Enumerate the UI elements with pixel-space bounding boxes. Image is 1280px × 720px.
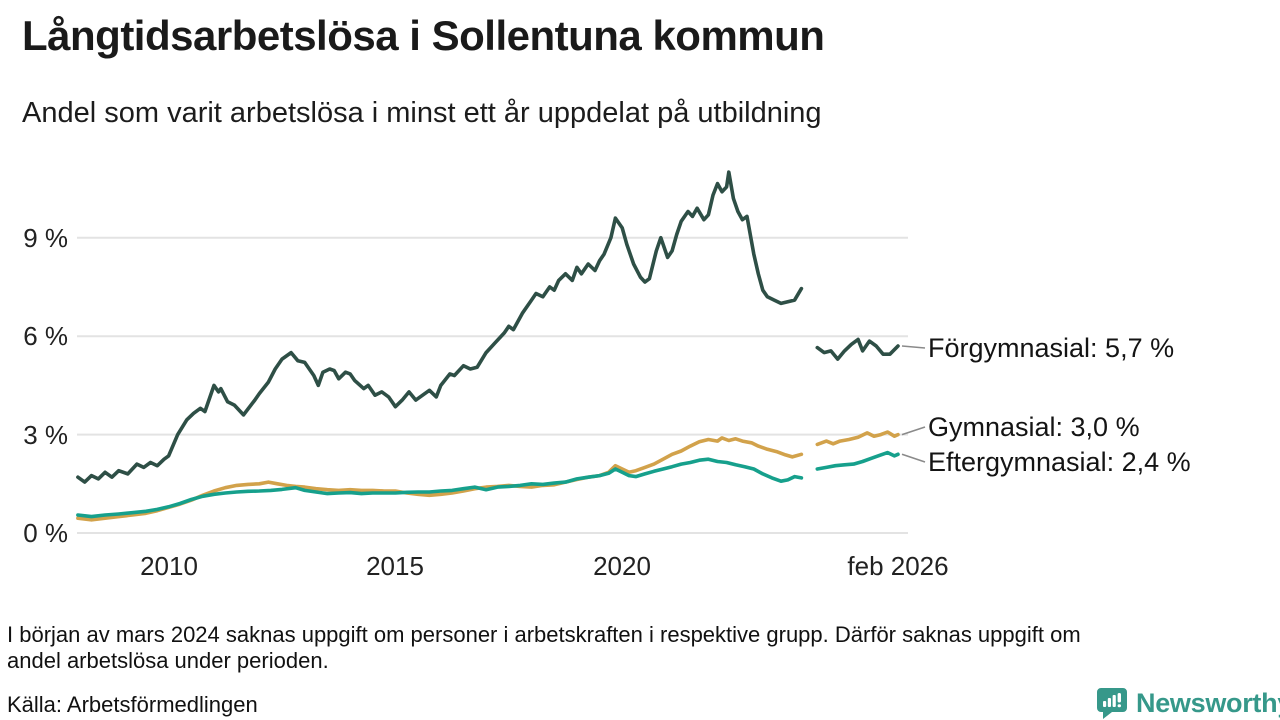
y-axis-tick: 9 % [23,222,68,253]
newsworthy-logo: Newsworthy [1096,687,1280,720]
footnote-line-1: I början av mars 2024 saknas uppgift om … [7,622,1081,647]
x-axis-tick: 2020 [593,551,651,581]
x-axis-tick: 2010 [140,551,198,581]
series-end-label-eftergymnasial: Eftergymnasial: 2,4 % [928,447,1191,477]
end-label-connector [901,345,926,349]
x-axis-tick: feb 2026 [847,551,949,581]
series-line-gymnasial [76,430,900,522]
source-credit: Källa: Arbetsförmedlingen [7,692,258,717]
footnote-line-2: andel arbetslösa under perioden. [7,648,329,673]
end-label-connector [901,426,926,436]
y-axis-tick: 6 % [23,321,68,352]
series-line-eftergymnasial [76,450,900,519]
series-end-label-gymnasial: Gymnasial: 3,0 % [928,412,1140,442]
series-end-label-forgymnasial: Förgymnasial: 5,7 % [928,333,1175,363]
y-axis-tick: 0 % [23,518,68,548]
series-line-förgymnasial [76,170,900,484]
page-subtitle: Andel som varit arbetslösa i minst ett å… [22,97,822,129]
newsworthy-logo-icon [1097,688,1127,719]
x-axis-tick: 2015 [366,551,424,581]
end-label-connector [901,453,926,463]
y-axis-tick: 3 % [23,419,68,450]
page-title: Långtidsarbetslösa i Sollentuna kommun [22,12,825,59]
newsworthy-logo-text: Newsworthy [1136,688,1280,718]
